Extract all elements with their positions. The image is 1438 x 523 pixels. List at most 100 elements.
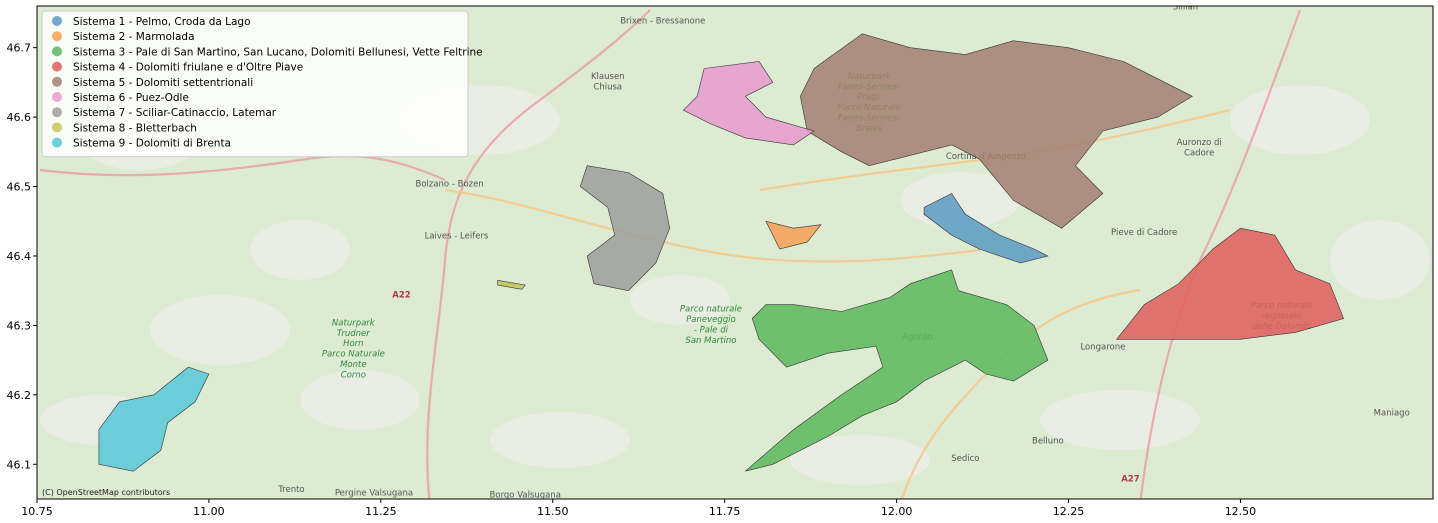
terrain-patch [1040,390,1200,450]
legend-entry: Sistema 7 - Sciliar-Catinaccio, Latemar [73,107,277,119]
legend-marker [52,76,62,87]
region-sistema-6 [682,61,815,146]
terrain-patch [300,370,420,430]
legend-entry: Sistema 1 - Pelmo, Croda da Lago [73,16,251,28]
region-sistema-7 [579,165,671,292]
basemap-label: Klausen [591,72,625,82]
basemap-label: Monte [340,360,366,370]
basemap-label: Trudner [337,329,370,339]
y-tick-label: 46.6 [7,111,32,124]
y-tick-label: 46.7 [7,42,32,55]
x-tick-label: 11.00 [193,505,225,518]
basemap-label: - Pale di [694,325,729,335]
x-axis-ticks: 10.75 11.00 11.25 11.50 11.75 12.00 12.25 12.50 [21,499,1256,518]
basemap-label: Auronzo di [1177,138,1222,148]
terrain-patch [790,435,930,485]
y-tick: 46.6 [7,111,37,124]
basemap-label: Naturpark [332,318,376,328]
legend-entry: Sistema 4 - Dolomiti friulane e d'Oltre … [73,62,303,74]
y-axis-ticks: 46.1 46.2 46.3 46.4 46.5 46.6 46.7 [7,42,37,471]
basemap-label: San Martino [685,336,736,346]
y-tick: 46.2 [7,389,37,402]
region-sistema-2 [765,220,822,250]
legend-entry: Sistema 5 - Dolomiti settentrionali [73,77,253,89]
x-tick: 12.00 [881,499,913,518]
terrain-patch [1330,220,1430,300]
x-tick-label: 11.75 [709,505,741,518]
legend-box [41,10,469,158]
legend-marker [52,107,62,118]
y-tick: 46.1 [7,458,37,471]
x-tick: 12.50 [1225,499,1257,518]
region-sistema-5 [799,33,1193,229]
x-tick: 11.25 [365,499,397,518]
basemap-label: A22 [392,291,410,301]
terrain-patch [150,295,290,365]
basemap-label: Pergine Valsugana [335,489,413,499]
basemap-label: Paneveggio [686,315,736,325]
y-tick-label: 46.5 [7,181,32,194]
basemap-label: Trento [277,485,304,495]
y-tick-label: 46.3 [7,319,32,332]
basemap-label: Borgo Valsugana [490,491,561,501]
legend: Sistema 1 - Pelmo, Croda da Lago Sistema … [41,10,483,158]
legend-marker [52,31,62,42]
axes-frame [36,5,1434,500]
basemap-label: Longarone [1080,343,1125,353]
legend-marker [52,137,62,148]
x-tick: 10.75 [21,499,53,518]
legend-entry: Sistema 6 - Puez-Odle [73,92,189,104]
road-line [426,9,651,499]
y-tick: 46.3 [7,319,37,332]
x-tick-label: 11.50 [537,505,569,518]
x-tick-label: 12.00 [881,505,913,518]
road-line [39,155,446,182]
region-sistema-9 [98,366,210,472]
road-line [1139,9,1302,499]
basemap-label: A27 [1121,475,1139,485]
basemap-label: Sillian [1173,2,1198,12]
legend-marker [52,16,62,26]
legend-marker [52,92,62,102]
x-tick-label: 12.25 [1053,505,1085,518]
region-sistema-4 [1116,227,1345,340]
legend-entry: Sistema 9 - Dolomiti di Brenta [73,138,231,150]
basemap-label: Sedico [951,454,979,464]
basemap-label: Pieve di Cadore [1111,228,1177,238]
terrain-patch [490,412,630,468]
attribution-text: (C) OpenStreetMap contributors [42,488,170,497]
x-tick: 11.00 [193,499,225,518]
x-tick-label: 11.25 [365,505,397,518]
basemap-label: Chiusa [593,82,622,92]
basemap-label: Belluno [1032,436,1064,446]
legend-marker [52,61,62,72]
terrain-patch [630,275,730,325]
x-tick-label: 10.75 [21,505,53,518]
y-tick-label: 46.4 [7,250,32,263]
x-tick-label: 12.50 [1225,505,1257,518]
basemap-label: Maniago [1374,409,1410,419]
legend-entry: Sistema 2 - Marmolada [73,31,195,43]
basemap-label: Parco naturale [680,305,742,315]
legend-entry: Sistema 8 - Bletterbach [73,122,197,134]
region-sistema-3 [745,269,1049,472]
basemap-label: Brixen - Bressanone [620,16,705,26]
x-tick: 11.75 [709,499,741,518]
region-sistema-1 [923,193,1049,264]
basemap-label: Cadore [1184,148,1214,158]
basemap-label: Parco Naturale [322,350,385,360]
basemap-label: Laives - Leifers [425,232,489,242]
y-tick: 46.7 [7,42,37,55]
x-tick: 12.25 [1053,499,1085,518]
legend-marker [52,122,62,133]
road-line [444,188,981,263]
y-tick: 46.5 [7,181,37,194]
y-tick: 46.4 [7,250,37,263]
region-polygons [98,33,1345,472]
legend-entry: Sistema 3 - Pale di San Martino, San Luc… [73,46,483,58]
y-tick-label: 46.1 [7,458,32,471]
y-tick-label: 46.2 [7,389,32,402]
legend-marker [52,46,62,57]
region-sistema-8 [497,279,526,290]
